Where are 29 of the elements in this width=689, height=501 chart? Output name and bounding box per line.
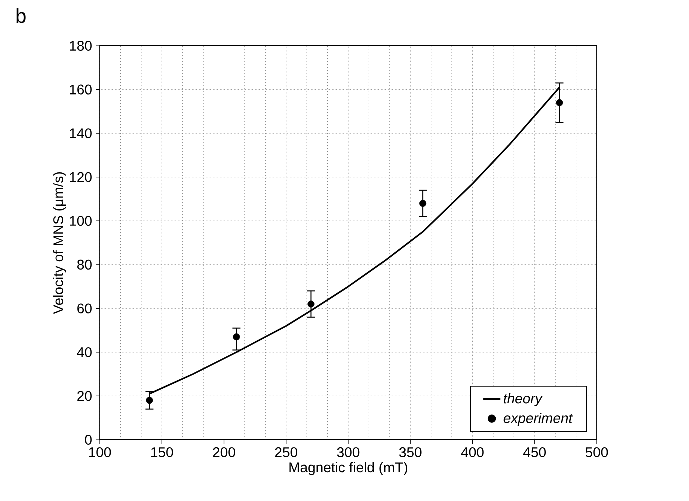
x-tick-label: 350 (399, 448, 422, 458)
y-tick-label: 100 (70, 216, 92, 226)
x-tick-label: 300 (337, 448, 360, 458)
y-tick-label: 140 (70, 128, 92, 139)
y-tick-label: 180 (70, 41, 92, 51)
y-tick-label: 120 (70, 172, 92, 182)
x-tick-label: 100 (89, 448, 112, 458)
y-tick-label: 40 (77, 347, 92, 358)
text: b (16, 8, 26, 24)
x-tick-label: 200 (213, 448, 236, 458)
x-tick-label: 500 (586, 448, 608, 458)
point (146, 397, 154, 404)
x-tick-label: 400 (461, 448, 484, 458)
legend-label: theory (504, 393, 543, 406)
y-tick-label: 20 (78, 391, 92, 402)
legend-label: experiment (504, 413, 574, 426)
y-tick-label: 0 (85, 435, 92, 445)
x-tick-label: 150 (152, 448, 174, 458)
y-tick-label: 160 (70, 84, 92, 95)
y-tick-label: 60 (78, 304, 92, 314)
y-tick-label: 80 (78, 260, 92, 270)
y-axis-title: Velocity of MNS (μm/s) (53, 172, 66, 314)
point (308, 300, 315, 308)
x-tick-label: 250 (275, 448, 298, 458)
point (420, 200, 427, 208)
x-tick-label: 450 (524, 448, 546, 458)
point (556, 99, 564, 106)
x-axis-title: Magnetic field (mT) (290, 462, 408, 476)
point (233, 334, 240, 341)
